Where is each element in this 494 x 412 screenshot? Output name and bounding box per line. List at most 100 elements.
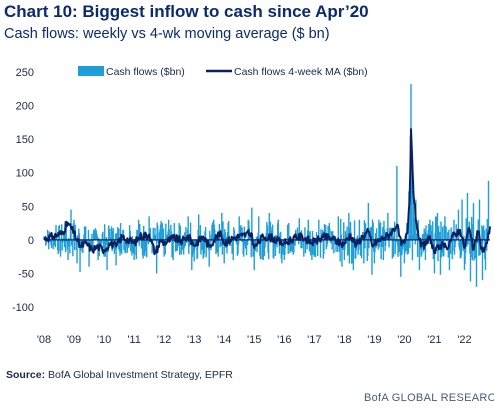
weekly-bar (172, 239, 174, 260)
weekly-bar (414, 239, 416, 245)
weekly-bar (233, 230, 236, 240)
weekly-bar (477, 219, 479, 240)
weekly-bar (379, 222, 382, 240)
weekly-bar (76, 239, 78, 264)
weekly-bar (454, 239, 457, 243)
weekly-bar (347, 239, 349, 255)
weekly-bar (200, 239, 202, 255)
weekly-bar (454, 239, 456, 248)
weekly-bar (246, 239, 249, 246)
weekly-bar (331, 239, 333, 250)
y-axis-ticks: 250 200 150 100 50 0 -50 -100 (12, 67, 34, 314)
weekly-bar (162, 228, 165, 240)
weekly-bar (349, 222, 352, 240)
weekly-bar (63, 239, 66, 248)
weekly-bar (381, 239, 383, 248)
weekly-bar (353, 220, 356, 240)
weekly-bar (469, 239, 472, 282)
weekly-bar (180, 239, 183, 255)
weekly-bar (303, 239, 305, 257)
y-tick-label: 250 (16, 67, 34, 79)
weekly-bar (435, 216, 437, 240)
weekly-bar (105, 236, 108, 240)
weekly-bar (105, 239, 107, 245)
weekly-bar (253, 239, 255, 271)
weekly-bar (466, 239, 468, 247)
legend-label-ma: Cash flows 4-week MA ($bn) (234, 66, 368, 78)
weekly-bar (50, 239, 53, 248)
weekly-bar (92, 239, 94, 246)
weekly-bar (181, 239, 184, 250)
weekly-bar (182, 239, 185, 255)
weekly-bar (481, 239, 484, 281)
weekly-bar (276, 239, 278, 248)
weekly-bar (114, 233, 117, 240)
weekly-bar (416, 233, 418, 240)
weekly-bar (184, 232, 186, 240)
y-tick-label: -100 (12, 302, 34, 314)
weekly-bar (311, 239, 313, 260)
weekly-bar (452, 239, 454, 252)
weekly-bar (142, 239, 144, 259)
weekly-bar (157, 225, 159, 240)
weekly-bar (240, 239, 243, 242)
y-tick-label: -50 (18, 268, 34, 280)
weekly-bar (403, 239, 406, 264)
weekly-bar (62, 239, 64, 243)
weekly-bar (109, 228, 111, 240)
x-tick-label: '11 (127, 334, 141, 346)
weekly-bar (401, 239, 404, 250)
weekly-bar (456, 237, 458, 240)
weekly-bar (457, 209, 460, 240)
weekly-bar (405, 239, 407, 251)
weekly-bar (277, 219, 279, 240)
weekly-bar (388, 239, 390, 248)
weekly-bar (343, 222, 345, 240)
weekly-bar (201, 239, 203, 251)
x-tick-label: '14 (217, 334, 231, 346)
weekly-bar (187, 216, 189, 240)
weekly-bar (387, 213, 389, 240)
weekly-bar (196, 239, 199, 258)
weekly-bar (447, 232, 449, 240)
weekly-bar (463, 239, 466, 271)
weekly-bar (252, 239, 254, 257)
weekly-bar (274, 239, 277, 257)
legend-label-weekly: Cash flows ($bn) (106, 66, 185, 78)
weekly-bar (418, 239, 421, 271)
weekly-bar (481, 225, 483, 240)
y-tick-label: 0 (28, 235, 34, 247)
weekly-bar (309, 230, 311, 240)
weekly-bar (184, 239, 187, 246)
weekly-bar (327, 225, 329, 240)
weekly-bar (155, 239, 158, 274)
weekly-bar (409, 239, 411, 249)
weekly-bar (283, 239, 285, 260)
weekly-bar (100, 239, 103, 244)
weekly-bar (226, 239, 228, 254)
weekly-bar (298, 218, 300, 240)
weekly-bar (440, 221, 442, 240)
weekly-bar (171, 239, 173, 258)
weekly-bar (316, 239, 319, 256)
weekly-bar (368, 239, 370, 249)
weekly-bar (176, 239, 179, 251)
weekly-bar (384, 239, 387, 246)
weekly-bar (466, 192, 469, 240)
x-tick-label: '09 (67, 334, 81, 346)
weekly-bar (67, 239, 69, 260)
weekly-bar (267, 239, 270, 260)
weekly-bar (378, 239, 381, 248)
weekly-bar (245, 239, 248, 256)
weekly-bar (64, 239, 67, 253)
weekly-bar (465, 218, 467, 240)
weekly-bar (91, 233, 93, 240)
weekly-bar (124, 239, 126, 254)
weekly-bar (157, 239, 160, 243)
weekly-bar (429, 219, 431, 240)
weekly-bar (345, 239, 348, 244)
weekly-bar (179, 225, 181, 240)
y-tick-label: 150 (16, 134, 34, 146)
weekly-bar (348, 213, 350, 240)
weekly-bar (221, 213, 223, 240)
